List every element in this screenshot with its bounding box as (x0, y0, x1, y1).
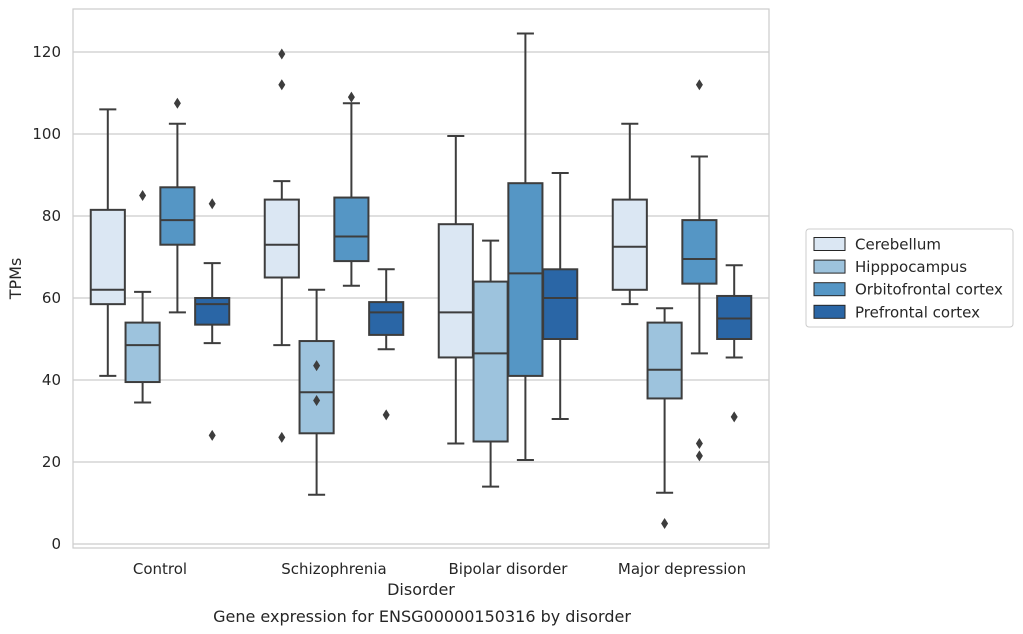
legend-item: Prefrontal cortex (813, 303, 980, 321)
outlier-point (382, 409, 390, 421)
box-cerebellum-control (89, 108, 126, 377)
box-cerebellum-major-depression (611, 122, 648, 306)
outlier-point (347, 91, 355, 103)
legend-label: Orbitofrontal cortex (855, 281, 1003, 299)
outlier-point (278, 79, 286, 91)
box-iqr (611, 198, 648, 291)
x-tick-label: Control (133, 560, 187, 578)
outlier-point (139, 190, 147, 201)
y-tick-label: 40 (42, 371, 61, 389)
box-cerebellum-bipolar-disorder (437, 135, 474, 445)
legend-frame (805, 228, 1014, 328)
box-orbitofrontal-cortex-major-depression (681, 79, 718, 462)
legend-item: Hipppocampus (813, 258, 967, 276)
y-tick-label: 60 (42, 289, 61, 307)
y-tick-label: 0 (51, 535, 61, 553)
plot-area-frame (72, 8, 770, 549)
box-hipppocampus-control (124, 190, 161, 404)
box-iqr (542, 268, 579, 340)
outlier-point (278, 431, 286, 443)
box-orbitofrontal-cortex-schizophrenia (333, 91, 370, 287)
y-tick-label: 80 (42, 207, 61, 225)
y-tick-label: 20 (42, 453, 61, 471)
legend-swatch (813, 259, 846, 274)
box-iqr (333, 196, 370, 263)
box-iqr (124, 321, 161, 384)
box-orbitofrontal-cortex-bipolar-disorder (507, 32, 544, 461)
outlier-point (695, 79, 703, 91)
box-iqr (89, 208, 126, 306)
box-hipppocampus-major-depression (646, 307, 683, 529)
box-orbitofrontal-cortex-control (159, 97, 196, 314)
box-iqr (368, 301, 405, 336)
box-iqr (194, 297, 231, 326)
boxes (89, 32, 753, 529)
legend: Cerebellum Hipppocampus Orbitofrontal cort… (805, 228, 1014, 328)
legend-swatch (813, 304, 846, 319)
box-iqr (472, 280, 509, 443)
x-axis-label: Disorder (387, 580, 455, 599)
box-iqr (263, 198, 300, 279)
box-hipppocampus-schizophrenia (298, 288, 335, 496)
box-prefrontal-cortex-bipolar-disorder (542, 171, 579, 420)
legend-label: Prefrontal cortex (855, 303, 980, 321)
box-prefrontal-cortex-control (194, 198, 231, 441)
legend-item: Cerebellum (813, 236, 941, 254)
x-tick-label: Major depression (618, 560, 746, 578)
outlier-point (173, 97, 181, 109)
box-prefrontal-cortex-schizophrenia (368, 268, 405, 421)
box-iqr (646, 321, 683, 400)
box-iqr (716, 294, 753, 341)
box-cerebellum-schizophrenia (263, 48, 300, 443)
outlier-point (278, 48, 286, 60)
x-axis-ticks: Control Schizophrenia Bipolar disorder Majo… (133, 560, 746, 578)
outlier-point (208, 429, 216, 441)
box-iqr (507, 182, 544, 377)
outlier-point (661, 518, 669, 529)
legend-item: Orbitofrontal cortex (813, 281, 1003, 299)
y-axis-label: TPMs (6, 258, 25, 301)
box-iqr (437, 223, 474, 359)
y-axis-ticks: 0 20 40 60 80 100 120 (32, 43, 61, 553)
box-prefrontal-cortex-major-depression (716, 264, 753, 423)
outlier-point (313, 360, 321, 372)
legend-swatch (813, 237, 846, 251)
box-iqr (298, 340, 335, 435)
outlier-point (695, 450, 703, 462)
box-iqr (681, 219, 718, 285)
legend-swatch (813, 282, 846, 297)
outlier-point (730, 411, 738, 423)
outlier-point (313, 395, 321, 406)
outlier-point (695, 438, 703, 450)
y-tick-label: 120 (32, 43, 61, 61)
box-hipppocampus-bipolar-disorder (472, 239, 509, 488)
box-iqr (159, 186, 196, 246)
x-tick-label: Schizophrenia (281, 560, 386, 578)
chart-caption: Gene expression for ENSG00000150316 by d… (213, 607, 631, 626)
legend-label: Cerebellum (855, 236, 941, 254)
x-tick-label: Bipolar disorder (449, 560, 569, 578)
legend-label: Hipppocampus (855, 258, 967, 276)
outlier-point (208, 198, 216, 210)
y-tick-label: 100 (32, 125, 61, 143)
